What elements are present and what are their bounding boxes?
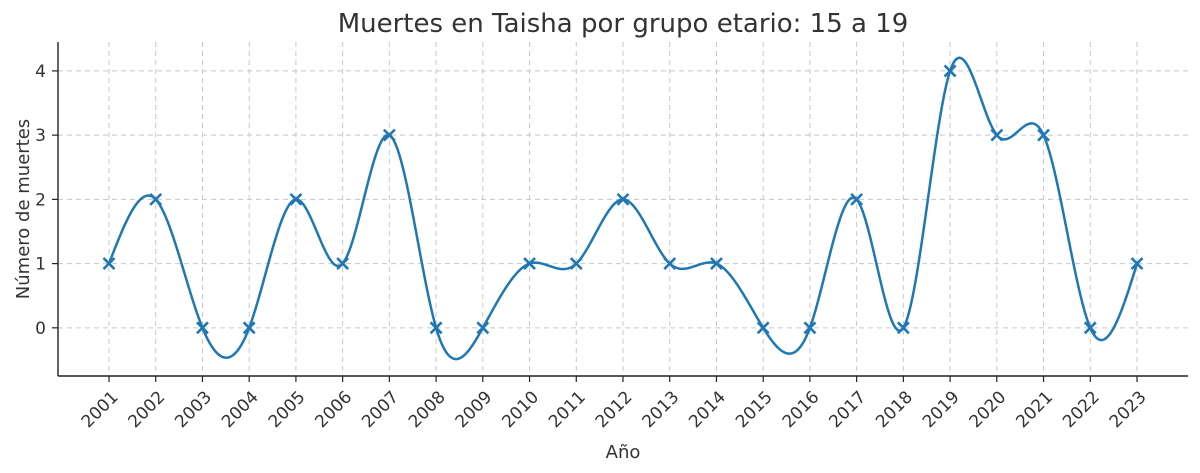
- x-tick-label: 2008: [405, 387, 450, 432]
- data-point-marker: [569, 257, 583, 271]
- x-tick-label: 2013: [639, 387, 684, 432]
- data-point-marker: [242, 321, 256, 335]
- data-point-marker: [803, 321, 817, 335]
- marker-stroke: [242, 321, 256, 335]
- series-group: [102, 56, 1144, 361]
- x-axis-label: Año: [606, 442, 641, 463]
- data-point-marker: [943, 64, 957, 78]
- data-point-marker: [663, 257, 677, 271]
- x-tick-label: 2018: [872, 387, 917, 432]
- data-point-marker: [1037, 128, 1050, 142]
- x-tick-label: 2004: [218, 387, 263, 432]
- marker-stroke: [149, 192, 163, 206]
- data-point-marker: [523, 257, 536, 271]
- marker-stroke: [1083, 321, 1097, 335]
- marker-stroke: [710, 257, 723, 271]
- x-tick-label: 2017: [825, 387, 870, 432]
- marker-stroke: [1130, 257, 1144, 271]
- data-point-marker: [896, 321, 910, 335]
- marker-stroke: [1037, 128, 1050, 142]
- marker-stroke: [196, 321, 209, 335]
- data-point-marker: [710, 257, 723, 271]
- x-tick-label: 2006: [311, 387, 356, 432]
- marker-stroke: [616, 192, 630, 206]
- x-tick-label: 2021: [1012, 387, 1057, 432]
- data-point-marker: [336, 257, 350, 271]
- x-tick-label: 2007: [358, 387, 403, 432]
- marker-stroke: [756, 321, 770, 335]
- data-point-marker: [476, 321, 490, 335]
- x-tick-label: 2022: [1059, 387, 1104, 432]
- marker-stroke: [569, 257, 583, 271]
- data-point-marker: [149, 192, 163, 206]
- data-point-marker: [196, 321, 209, 335]
- marker-stroke: [943, 64, 957, 78]
- marker-stroke: [990, 128, 1004, 142]
- data-point-marker: [616, 192, 630, 206]
- x-tick-label: 2005: [265, 387, 310, 432]
- x-tick-label: 2023: [1106, 387, 1151, 432]
- marker-stroke: [102, 257, 116, 271]
- data-point-marker: [850, 192, 864, 206]
- x-tick-label: 2016: [779, 387, 824, 432]
- data-point-marker: [1083, 321, 1097, 335]
- x-tick-label: 2014: [685, 387, 730, 432]
- x-tick-label: 2009: [452, 387, 497, 432]
- y-axis-ticks: 0 1 2 3 4: [35, 62, 58, 339]
- x-axis-ticks: 2001 2002 2003 2004 2005 2006 2007 2008 2009 2010…: [78, 376, 1151, 432]
- marker-stroke: [382, 128, 396, 142]
- chart-title: Muertes en Taisha por grupo etario: 15 a…: [338, 9, 909, 39]
- x-tick-label: 2002: [125, 387, 170, 432]
- marker-stroke: [289, 192, 303, 206]
- marker-stroke: [523, 257, 536, 271]
- marker-stroke: [429, 321, 443, 335]
- y-tick-label: 4: [35, 62, 46, 82]
- marker-stroke: [850, 192, 864, 206]
- data-point-marker: [990, 128, 1004, 142]
- data-point-marker: [1130, 257, 1144, 271]
- y-tick-label: 0: [35, 319, 46, 339]
- marker-stroke: [336, 257, 350, 271]
- x-tick-label: 2011: [545, 387, 590, 432]
- grid: [58, 42, 1188, 376]
- data-point-marker: [102, 257, 116, 271]
- x-tick-label: 2010: [498, 387, 543, 432]
- y-tick-label: 3: [35, 126, 46, 146]
- marker-stroke: [803, 321, 817, 335]
- x-tick-label: 2003: [171, 387, 216, 432]
- data-point-marker: [382, 128, 396, 142]
- x-tick-label: 2001: [78, 387, 123, 432]
- y-tick-label: 1: [35, 255, 46, 275]
- marker-stroke: [663, 257, 677, 271]
- data-point-marker: [756, 321, 770, 335]
- x-tick-label: 2020: [966, 387, 1011, 432]
- x-tick-label: 2019: [919, 387, 964, 432]
- marker-stroke: [896, 321, 910, 335]
- data-point-marker: [429, 321, 443, 335]
- data-point-marker: [289, 192, 303, 206]
- marker-stroke: [476, 321, 490, 335]
- x-tick-label: 2012: [592, 387, 637, 432]
- x-tick-label: 2015: [732, 387, 777, 432]
- y-tick-label: 2: [35, 190, 46, 210]
- y-axis-label: Número de muertes: [13, 119, 34, 299]
